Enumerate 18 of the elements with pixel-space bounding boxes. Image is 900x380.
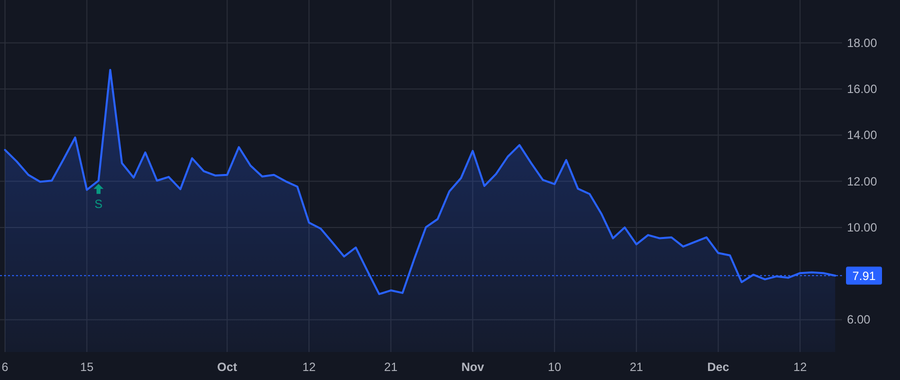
x-tick-label: 21 — [630, 360, 644, 374]
series-label: S — [94, 196, 103, 211]
x-tick-label: 10 — [548, 360, 562, 374]
y-tick-label: 10.00 — [847, 220, 878, 234]
x-tick-label: Nov — [461, 360, 484, 374]
y-tick-label: 14.00 — [847, 128, 878, 142]
x-tick-label: 12 — [302, 360, 316, 374]
y-tick-label: 18.00 — [847, 36, 878, 50]
x-tick-label: 6 — [2, 360, 9, 374]
ref-line-label: 7.91 — [852, 269, 876, 284]
x-tick-label: Dec — [707, 360, 730, 374]
x-tick-label: 12 — [793, 360, 808, 374]
y-tick-label: 12.00 — [847, 174, 878, 188]
y-tick-label: 16.00 — [847, 82, 878, 96]
x-tick-label: 21 — [384, 360, 398, 374]
y-tick-label: 6.00 — [847, 312, 871, 327]
x-tick-label: Oct — [217, 360, 238, 374]
x-tick-label: 15 — [80, 360, 94, 374]
